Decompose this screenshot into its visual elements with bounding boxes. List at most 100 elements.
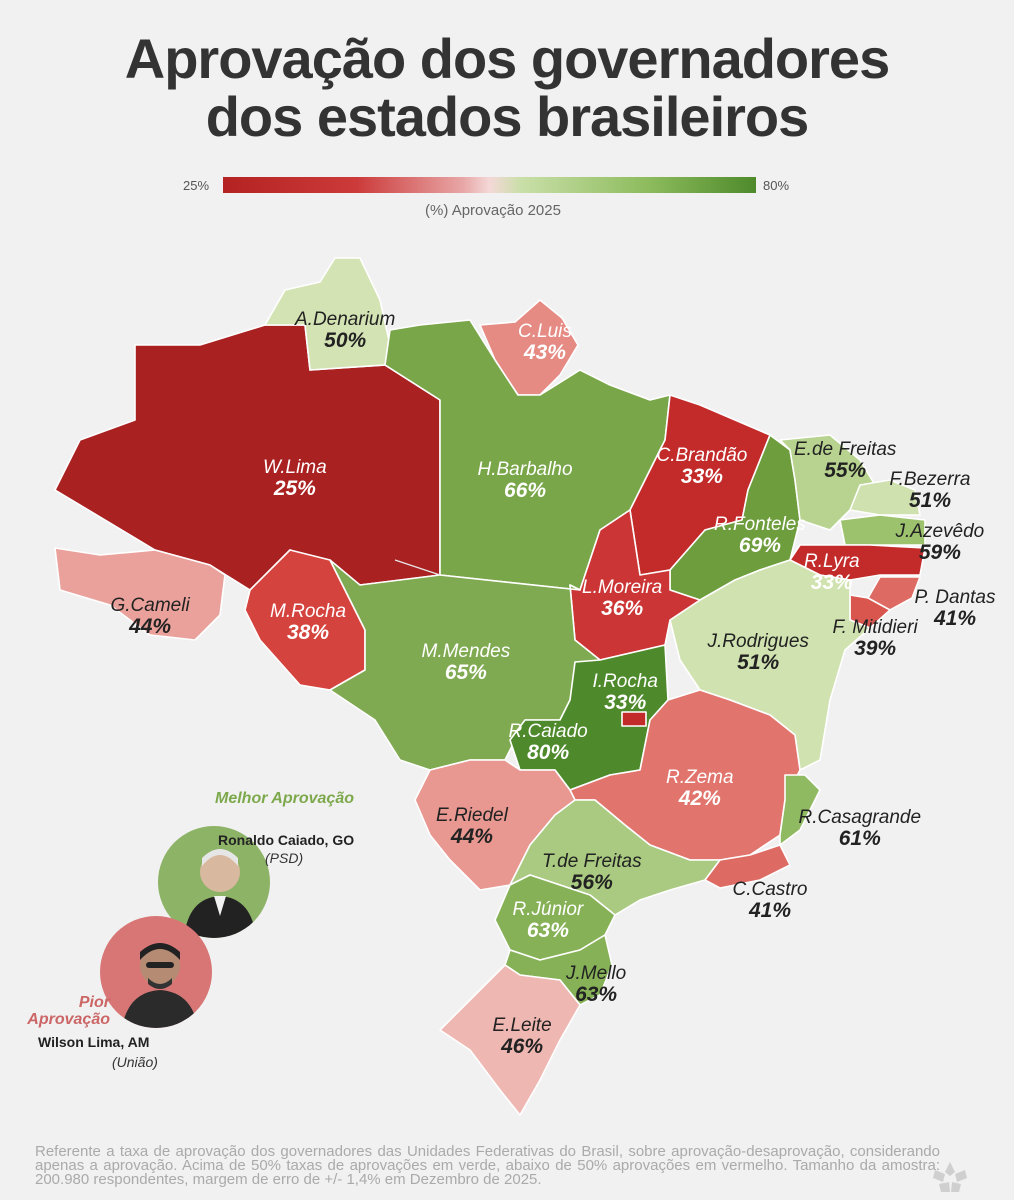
- governor-name: R.Zema: [666, 767, 734, 788]
- approval-percentage: 66%: [504, 478, 547, 502]
- brand-logo-icon: [933, 1162, 967, 1192]
- approval-percentage: 55%: [824, 458, 867, 482]
- worst-governor-name: Wilson Lima, AM: [38, 1034, 150, 1050]
- state-DF[interactable]: [621, 711, 647, 727]
- governor-name: R.Caiado: [508, 721, 588, 742]
- governor-name: C.Luis: [518, 321, 572, 342]
- state-label-RJ: C.Castro 41%: [733, 880, 808, 922]
- approval-percentage: 44%: [129, 614, 172, 638]
- state-RN[interactable]: [849, 479, 921, 516]
- state-label-RO: M.Rocha 38%: [270, 602, 346, 644]
- governor-name: R.Júnior: [512, 899, 584, 920]
- governor-name: I.Rocha: [592, 671, 658, 692]
- state-AL[interactable]: [867, 576, 921, 611]
- worst-governor-party: (União): [112, 1054, 158, 1070]
- governor-name: F.Bezerra: [889, 469, 971, 490]
- state-RS[interactable]: [439, 964, 581, 1116]
- approval-percentage: 33%: [680, 464, 723, 488]
- state-label-MS: E.Riedel 44%: [436, 806, 508, 848]
- best-approval-caption: Melhor Aprovação: [215, 790, 354, 807]
- state-label-PE: R.Lyra 33%: [804, 552, 860, 594]
- approval-percentage: 36%: [601, 596, 644, 620]
- best-governor-name: Ronaldo Caiado, GO: [218, 832, 355, 848]
- approval-percentage: 80%: [527, 740, 570, 764]
- worst-approval-caption: Pior Aprovação: [27, 994, 110, 1028]
- state-label-TO: L.Moreira 36%: [582, 578, 662, 620]
- approval-percentage: 63%: [526, 918, 569, 942]
- state-RR[interactable]: [264, 257, 391, 371]
- state-RJ[interactable]: [704, 844, 791, 889]
- approval-percentage: 38%: [287, 620, 330, 644]
- approval-percentage: 50%: [324, 328, 367, 352]
- approval-percentage: 39%: [854, 636, 897, 660]
- approval-percentage: 33%: [604, 690, 647, 714]
- state-label-MA: C.Brandão 33%: [657, 446, 748, 488]
- person-portrait-icon: [122, 943, 198, 1028]
- governor-name: R.Fonteles: [714, 514, 806, 535]
- state-label-RN: F.Bezerra 51%: [890, 470, 971, 512]
- approval-percentage: 44%: [450, 824, 493, 848]
- best-governor-party: (PSD): [265, 850, 304, 866]
- state-label-PI: R.Fonteles 69%: [714, 515, 806, 557]
- legend-gradient-bar: [223, 177, 756, 193]
- legend-max: 80%: [763, 178, 790, 193]
- state-label-MG: R.Zema 42%: [666, 768, 734, 810]
- governor-name: W.Lima: [263, 457, 327, 478]
- governor-name: M.Mendes: [421, 641, 511, 662]
- approval-percentage: 51%: [908, 488, 951, 512]
- governor-name: H.Barbalho: [477, 459, 573, 480]
- approval-percentage: 56%: [570, 870, 613, 894]
- approval-percentage: 41%: [933, 606, 976, 630]
- title-line-1: Aprovação dos governadores: [124, 27, 890, 90]
- approval-percentage: 61%: [838, 826, 881, 850]
- title-line-2: dos estados brasileiros: [205, 85, 810, 148]
- state-label-MT: M.Mendes 65%: [422, 642, 511, 684]
- person-portrait-icon: [184, 849, 256, 938]
- governor-name: A.Denarium: [295, 309, 396, 330]
- legend-caption: (%) Aprovação 2025: [425, 202, 561, 219]
- approval-percentage: 63%: [575, 982, 618, 1006]
- governor-name: C.Castro: [732, 879, 808, 900]
- governor-name: R.Casagrande: [798, 807, 922, 828]
- governor-name: F. Mitidieri: [832, 617, 918, 638]
- state-label-GO: R.Caiado 80%: [509, 722, 588, 764]
- state-label-AP: C.Luis 43%: [518, 322, 572, 364]
- state-ES[interactable]: [779, 774, 821, 846]
- state-label-SP: T.de Freitas 56%: [542, 852, 642, 894]
- worst-governor-avatar: [100, 916, 212, 1028]
- approval-percentage: 65%: [444, 660, 487, 684]
- state-label-SE: F. Mitidieri 39%: [833, 618, 918, 660]
- state-label-DF: I.Rocha 33%: [593, 672, 658, 714]
- color-scale-legend: 25% 80% (%) Aprovação 2025: [183, 176, 803, 224]
- approval-percentage: 69%: [738, 533, 781, 557]
- approval-percentage: 51%: [737, 650, 780, 674]
- governor-name: J.Rodrigues: [707, 631, 809, 652]
- approval-percentage: 25%: [273, 476, 316, 500]
- approval-percentage: 42%: [678, 786, 721, 810]
- state-label-PB: J.Azevêdo 59%: [896, 522, 985, 564]
- state-label-CE: E.de Freitas 55%: [794, 440, 896, 482]
- approval-percentage: 59%: [918, 540, 961, 564]
- approval-percentage: 43%: [523, 340, 566, 364]
- page-title: Aprovação dos governadores dos estados b…: [0, 30, 1014, 146]
- state-label-SC: J.Mello 63%: [566, 964, 626, 1006]
- state-AM-lake-marker: [394, 559, 441, 576]
- approval-percentage: 41%: [748, 898, 791, 922]
- governor-name: J.Azevêdo: [895, 521, 985, 542]
- state-label-RR: A.Denarium 50%: [295, 310, 395, 352]
- state-label-BA: J.Rodrigues 51%: [708, 632, 809, 674]
- governor-name: P. Dantas: [914, 587, 996, 608]
- governor-name: E.de Freitas: [794, 439, 897, 460]
- state-label-AM: W.Lima 25%: [263, 458, 327, 500]
- governor-name: T.de Freitas: [542, 851, 642, 872]
- governor-name: E.Leite: [492, 1015, 552, 1036]
- state-AC[interactable]: [54, 547, 226, 641]
- state-label-ES: R.Casagrande 61%: [799, 808, 922, 850]
- approval-percentage: 46%: [501, 1034, 544, 1058]
- governor-name: E.Riedel: [436, 805, 508, 826]
- governor-name: G.Cameli: [110, 595, 190, 616]
- footnote: Referente a taxa de aprovação dos govern…: [35, 1145, 940, 1188]
- governor-name: L.Moreira: [582, 577, 663, 598]
- state-label-RS: E.Leite 46%: [493, 1016, 552, 1058]
